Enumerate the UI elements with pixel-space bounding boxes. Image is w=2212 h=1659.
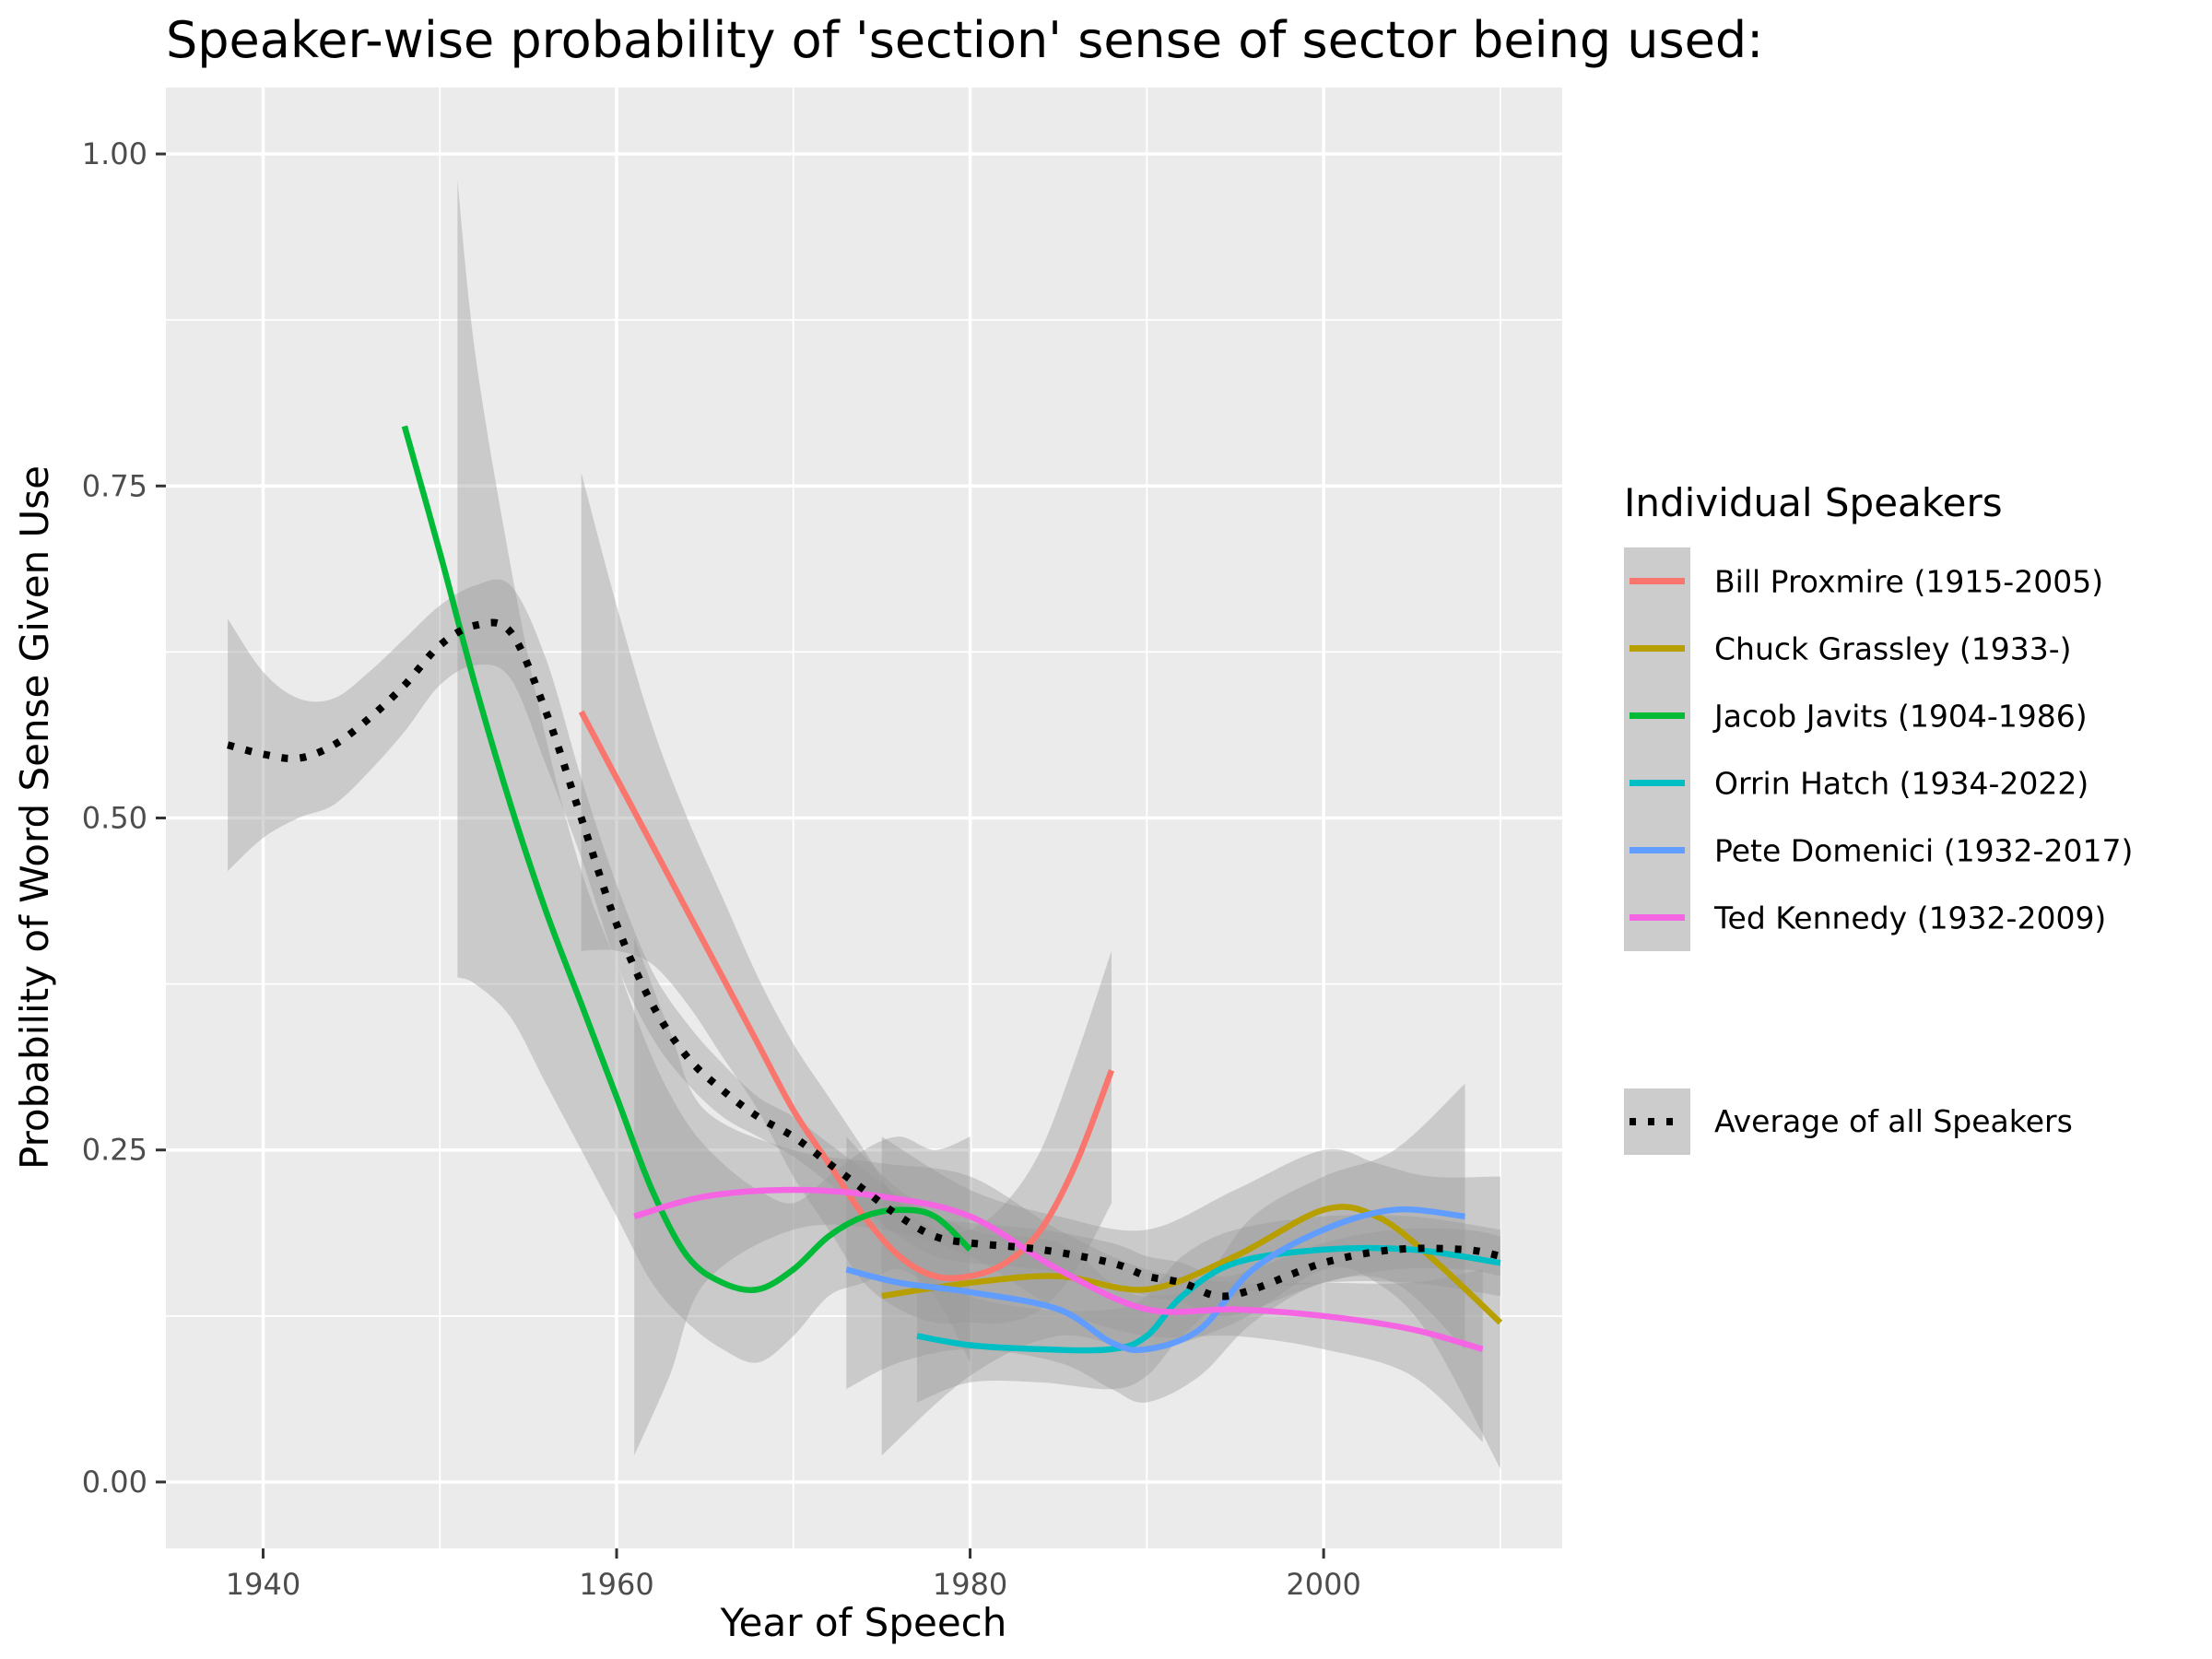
y-axis: 0.00 0.25 0.50 0.75 1.00 xyxy=(82,136,166,1500)
legend-items: Bill Proxmire (1915-2005) Chuck Grassley … xyxy=(1624,547,2133,951)
confidence-ribbon xyxy=(228,579,1500,1317)
legend-label: Bill Proxmire (1915-2005) xyxy=(1714,564,2103,600)
x-axis-title: Year of Speech xyxy=(720,1600,1007,1645)
series-line xyxy=(401,425,972,1293)
y-tick-label: 0.00 xyxy=(82,1465,147,1500)
series-line xyxy=(845,1206,1465,1354)
confidence-ribbon xyxy=(581,472,1112,1324)
x-tick-label: 1960 xyxy=(579,1567,653,1602)
legend-average-label: Average of all Speakers xyxy=(1714,1103,2073,1139)
x-tick-label: 2000 xyxy=(1286,1567,1360,1602)
legend-average-item: Average of all Speakers xyxy=(1624,1088,2073,1155)
legend-label: Orrin Hatch (1934-2022) xyxy=(1714,766,2088,802)
chart-title: Speaker-wise probability of 'section' se… xyxy=(166,11,1763,69)
legend-label: Jacob Javits (1904-1986) xyxy=(1712,699,2088,735)
confidence-ribbon xyxy=(846,1083,1465,1403)
confidence-ribbon xyxy=(457,180,971,1363)
x-axis: 1940 1960 1980 2000 xyxy=(226,1548,1361,1602)
legend-label: Chuck Grassley (1933-) xyxy=(1714,631,2072,667)
grid-major xyxy=(166,88,1562,1548)
y-tick-label: 1.00 xyxy=(82,136,147,171)
x-tick-label: 1980 xyxy=(933,1567,1007,1602)
legend-label: Ted Kennedy (1932-2009) xyxy=(1713,900,2106,936)
legend: Individual Speakers Bill Proxmire (1915-… xyxy=(1624,480,2133,1155)
series-line xyxy=(881,1204,1503,1325)
y-tick-label: 0.25 xyxy=(82,1133,147,1168)
legend-label: Pete Domenici (1932-2017) xyxy=(1714,833,2133,869)
y-axis-title: Probability of Word Sense Given Use xyxy=(12,465,57,1170)
y-tick-label: 0.75 xyxy=(82,468,147,503)
series-line xyxy=(633,1186,1484,1353)
x-tick-label: 1940 xyxy=(226,1567,300,1602)
legend-title: Individual Speakers xyxy=(1624,480,2003,525)
y-tick-label: 0.50 xyxy=(82,801,147,836)
confidence-ribbon xyxy=(634,937,1483,1456)
